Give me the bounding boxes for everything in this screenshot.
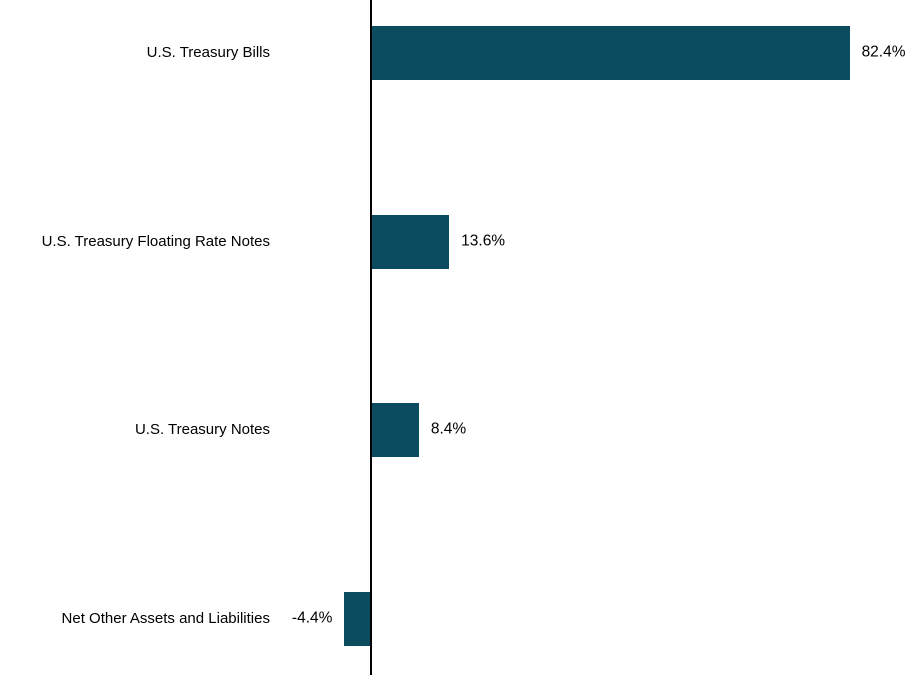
y-axis-baseline — [370, 0, 372, 675]
bar-1 — [370, 26, 850, 80]
value-label-3: 8.4% — [430, 420, 467, 438]
value-label-4: -4.4% — [291, 609, 333, 627]
category-label-2: U.S. Treasury Floating Rate Notes — [41, 232, 270, 250]
bar-4 — [344, 591, 370, 646]
bar-2 — [370, 214, 450, 269]
category-label-1: U.S. Treasury Bills — [146, 44, 270, 61]
bar-3 — [370, 403, 419, 457]
category-label-3: U.S. Treasury Notes — [134, 421, 270, 438]
value-label-2: 13.6% — [461, 232, 506, 250]
category-label-4: Net Other Assets and Liabilities — [61, 609, 270, 627]
value-label-1: 82.4% — [861, 43, 906, 61]
